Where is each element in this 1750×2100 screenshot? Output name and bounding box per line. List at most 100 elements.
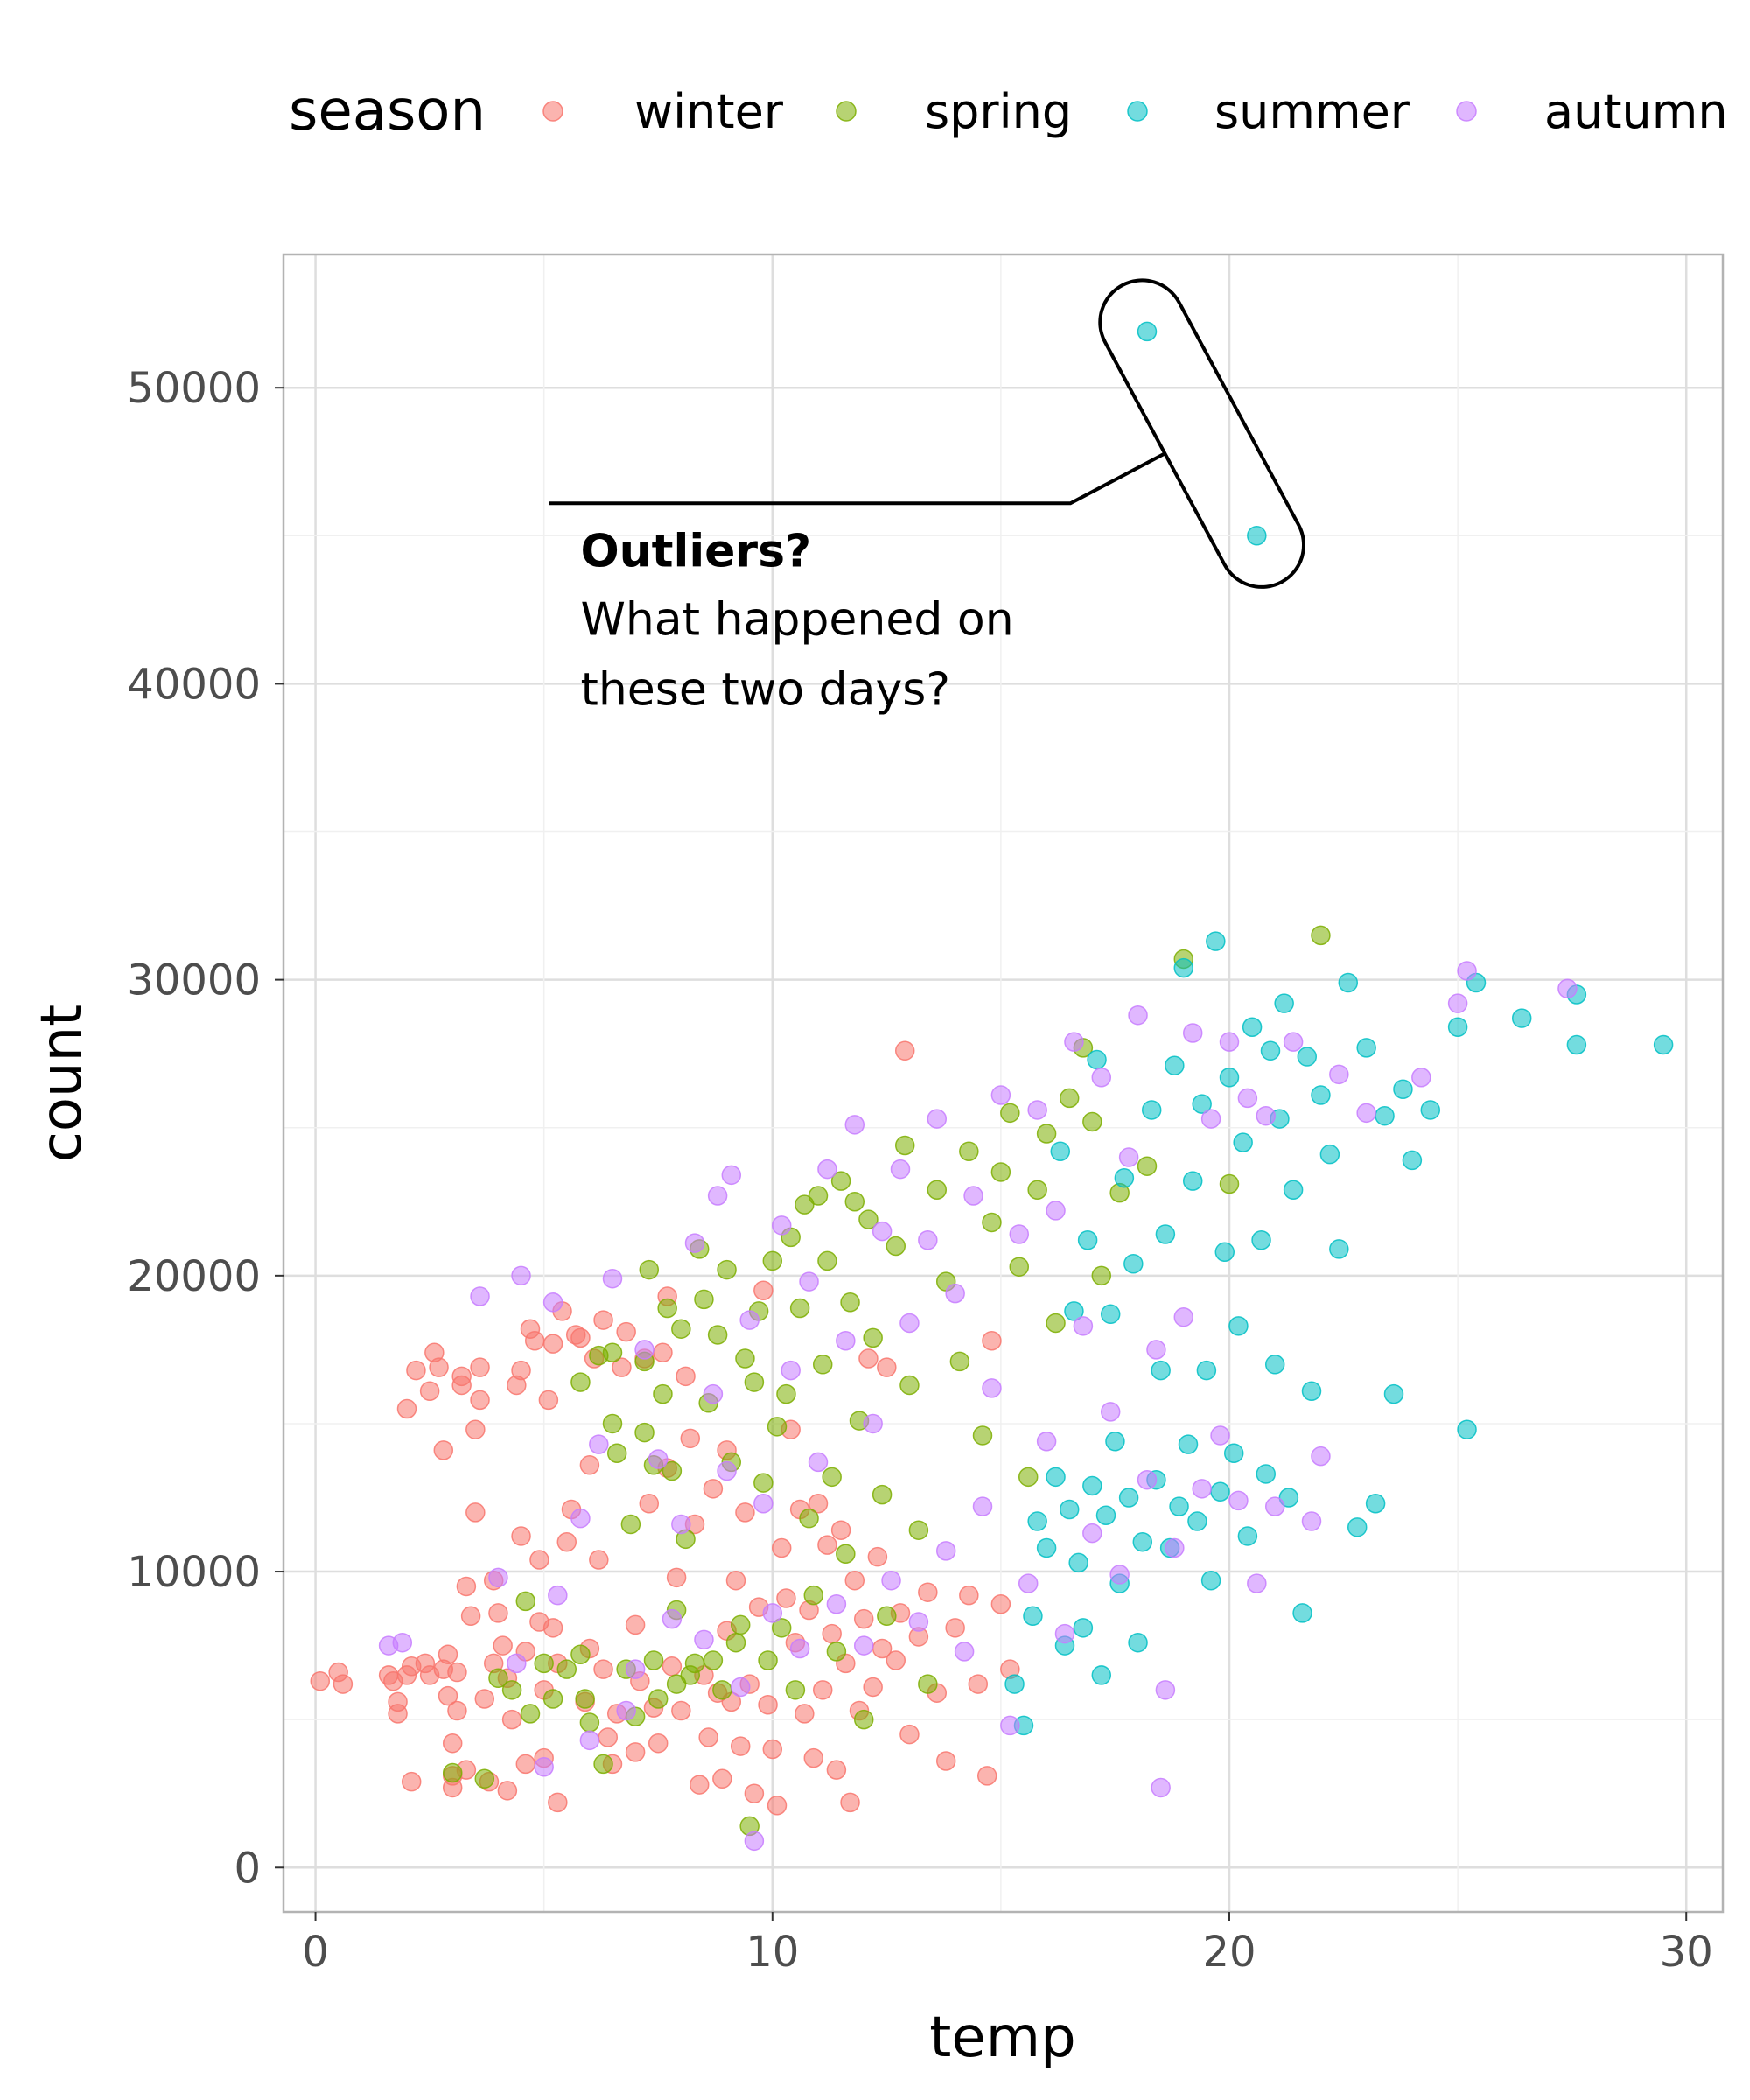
point-spring [758,1650,778,1670]
point-autumn [634,1340,654,1360]
legend-entries: winter spring summer autumn [542,84,1728,139]
point-autumn [853,1635,874,1656]
point-winter [570,1327,591,1348]
point-autumn [789,1638,810,1659]
point-winter [419,1381,440,1401]
point-autumn [799,1271,819,1292]
point-spring [803,1585,824,1606]
point-winter [593,1659,613,1679]
point-summer [1320,1144,1340,1165]
point-autumn [570,1508,591,1529]
point-winter [976,1766,998,1786]
point-spring [570,1372,591,1392]
annotation-text-line: What happened on [580,593,1013,646]
point-spring [1059,1088,1080,1109]
point-winter [648,1732,668,1754]
point-autumn [1165,1537,1185,1558]
point-spring [959,1141,979,1162]
point-spring [817,1250,837,1271]
point-autumn [1064,1032,1084,1052]
annotation-outlier-highlight [1098,278,1306,589]
point-winter [900,1724,920,1745]
point-spring [707,1325,728,1345]
x-axis: 0 10 20 30 [302,1912,1713,1977]
point-spring [1036,1124,1057,1144]
point-winter [744,1783,765,1803]
point-spring [853,1709,874,1730]
point-summer [1260,1040,1281,1061]
point-winter [433,1440,454,1460]
point-summer [1233,1132,1253,1152]
point-winter [671,1700,691,1721]
point-winter [844,1570,865,1591]
point-spring [826,1642,847,1662]
point-spring [556,1659,578,1679]
point-summer [1278,1488,1299,1508]
point-spring [927,1180,948,1200]
panel-border [282,253,1725,1914]
point-autumn [1219,1032,1240,1052]
point-summer [1169,1496,1189,1516]
point-spring [1000,1102,1020,1124]
point-autumn [826,1594,847,1614]
point-autumn [863,1413,883,1434]
point-spring [990,1162,1012,1182]
point-spring [515,1591,536,1612]
point-summer [1073,1618,1094,1638]
annotation: Outliers? What happened on these two day… [549,278,1306,716]
point-spring [643,1650,664,1670]
point-spring [703,1650,724,1670]
point-autumn [703,1383,724,1404]
point-summer [1064,1301,1084,1321]
point-summer [1653,1034,1674,1055]
point-summer [1087,1049,1107,1070]
point-winter [918,1582,938,1602]
point-autumn [771,1215,792,1236]
point-summer [1200,1570,1222,1591]
point-spring [808,1186,829,1206]
point-summer [1114,1167,1135,1188]
point-autumn [1151,1777,1171,1798]
point-summer [1155,1224,1176,1244]
point-winter [447,1700,467,1721]
point-autumn [1054,1623,1075,1644]
point-summer [1393,1079,1413,1100]
point-winter [803,1747,824,1768]
point-spring [863,1327,883,1348]
point-summer [1356,1038,1376,1058]
point-autumn [602,1268,623,1289]
y-tick-label: 20000 [127,1252,261,1301]
point-autumn [1110,1564,1130,1585]
point-summer [1206,931,1226,951]
point-autumn [721,1165,742,1186]
point-spring [684,1653,705,1674]
point-summer [1118,1488,1139,1508]
point-autumn [1237,1088,1258,1109]
point-winter [712,1768,732,1789]
y-tick-label: 50000 [127,364,261,413]
x-tick-label: 0 [302,1928,329,1977]
point-summer [1237,1526,1258,1546]
point-winter [616,1321,636,1342]
point-winter [429,1357,449,1377]
point-autumn [808,1452,829,1473]
point-autumn [963,1186,984,1206]
point-winter [612,1357,632,1377]
point-spring [712,1680,732,1700]
point-autumn [1155,1680,1176,1700]
point-winter [524,1330,545,1351]
point-autumn [1073,1316,1094,1336]
point-summer [1223,1443,1244,1464]
point-spring [836,1544,856,1564]
point-winter [310,1670,331,1691]
point-summer [1141,1100,1162,1120]
point-summer [1096,1505,1116,1526]
point-winter [689,1774,710,1795]
legend-key-summer [1127,101,1148,122]
point-winter [556,1531,578,1552]
point-autumn [908,1612,929,1632]
point-winter [680,1428,701,1449]
point-spring [534,1653,554,1674]
point-autumn [1173,1306,1194,1327]
point-winter [758,1695,778,1715]
